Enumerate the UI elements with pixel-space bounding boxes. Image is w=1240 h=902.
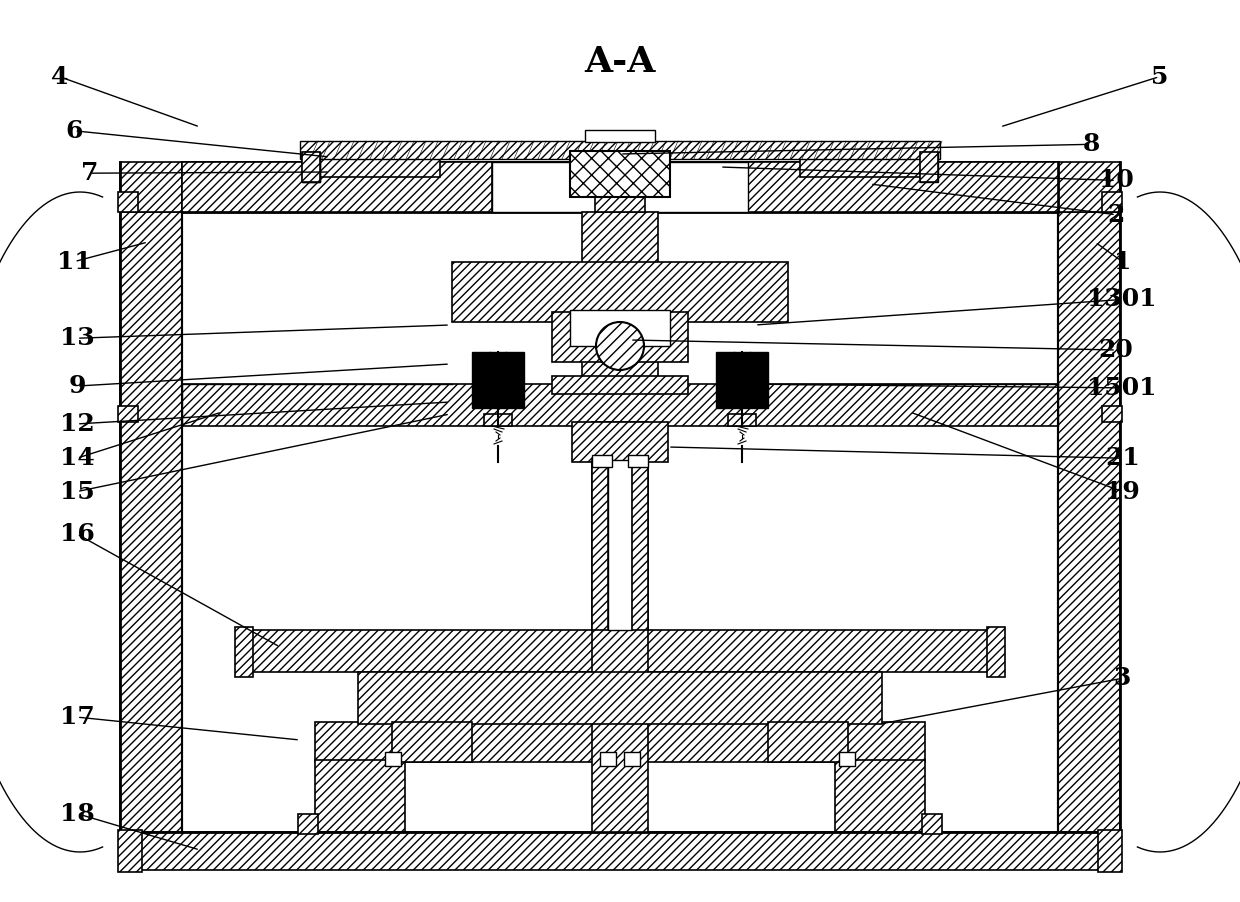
Bar <box>570 310 670 346</box>
Bar <box>118 830 143 872</box>
Text: 5: 5 <box>1151 65 1168 88</box>
Bar <box>298 814 317 834</box>
Bar <box>835 760 925 832</box>
Bar <box>453 262 787 322</box>
Bar <box>315 760 405 832</box>
Bar <box>384 752 401 766</box>
Bar <box>570 151 670 197</box>
Bar <box>303 152 320 182</box>
Text: 21: 21 <box>1105 446 1140 470</box>
Bar <box>310 153 440 177</box>
Bar <box>120 212 182 832</box>
Bar <box>484 414 512 426</box>
Bar <box>608 460 632 630</box>
Text: 1501: 1501 <box>1087 376 1157 400</box>
Bar <box>582 212 658 384</box>
Bar <box>315 722 925 762</box>
Bar <box>472 352 525 408</box>
Bar <box>595 197 645 212</box>
Text: A-A: A-A <box>584 45 656 79</box>
Bar <box>236 627 253 677</box>
Bar <box>839 752 856 766</box>
Bar <box>120 832 1120 870</box>
Text: 18: 18 <box>60 802 94 825</box>
Text: 13: 13 <box>60 327 94 350</box>
Text: 4: 4 <box>51 65 68 88</box>
Text: 1301: 1301 <box>1087 288 1157 311</box>
Bar <box>715 352 768 408</box>
Bar <box>800 153 930 177</box>
Text: 12: 12 <box>60 412 94 436</box>
Text: 7: 7 <box>81 161 98 185</box>
Bar <box>492 162 748 212</box>
Text: 10: 10 <box>1099 169 1133 192</box>
Bar <box>120 162 1120 212</box>
Bar <box>118 406 138 422</box>
Bar <box>572 422 668 462</box>
Bar <box>585 130 655 142</box>
Bar <box>624 752 640 766</box>
Bar <box>182 162 492 212</box>
Bar <box>987 627 1004 677</box>
Text: 3: 3 <box>1114 667 1131 690</box>
Text: 8: 8 <box>1083 133 1100 156</box>
Bar <box>303 152 320 182</box>
Bar <box>632 460 649 630</box>
Bar <box>923 814 942 834</box>
Bar <box>920 152 937 182</box>
Text: 1: 1 <box>1114 250 1131 273</box>
Bar <box>748 162 1058 212</box>
Bar <box>1102 192 1122 212</box>
Text: 20: 20 <box>1099 338 1133 362</box>
Bar <box>392 722 472 762</box>
Bar <box>627 455 649 467</box>
Text: 15: 15 <box>60 480 94 503</box>
Text: 6: 6 <box>66 119 83 143</box>
Bar <box>248 630 992 672</box>
Bar <box>552 312 688 362</box>
Bar <box>118 192 138 212</box>
Text: 9: 9 <box>68 374 86 398</box>
Bar <box>182 162 1058 212</box>
Bar <box>591 455 613 467</box>
Bar <box>600 752 616 766</box>
Bar <box>552 376 688 394</box>
Circle shape <box>596 322 644 370</box>
Bar <box>182 384 1058 426</box>
Text: 19: 19 <box>1105 480 1140 503</box>
Bar <box>358 672 882 724</box>
Bar <box>303 152 320 182</box>
Bar <box>591 460 608 630</box>
Bar <box>728 414 756 426</box>
Text: 16: 16 <box>60 522 94 546</box>
Bar <box>1058 212 1120 832</box>
Text: 2: 2 <box>1107 203 1125 226</box>
Bar <box>1102 406 1122 422</box>
Text: 17: 17 <box>60 705 94 729</box>
Bar <box>1097 830 1122 872</box>
Bar <box>591 422 649 832</box>
Bar <box>768 722 848 762</box>
Text: 14: 14 <box>60 446 94 470</box>
Bar <box>300 141 940 159</box>
Bar <box>920 152 937 182</box>
Text: 11: 11 <box>57 250 92 273</box>
